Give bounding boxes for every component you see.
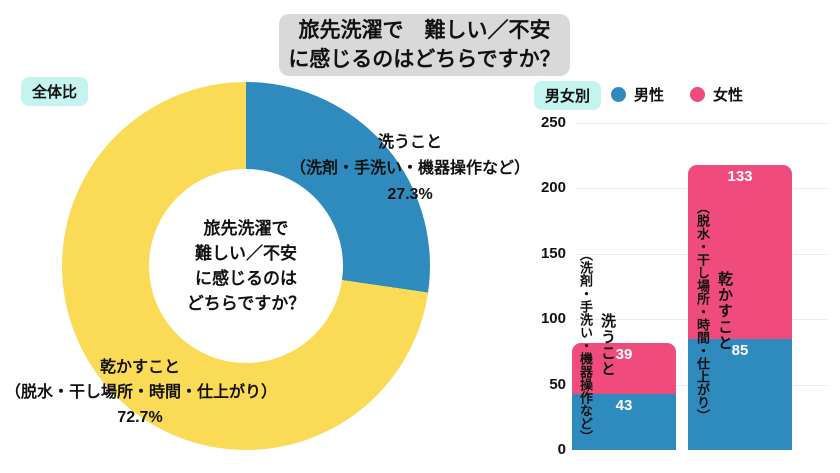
bar-drying-female-segment: 133 (688, 164, 792, 339)
donut-center-line3: に感じるのは (195, 269, 297, 288)
legend: 男性 女性 (611, 84, 743, 105)
y-axis-tick-label: 250 (540, 114, 566, 131)
pie-label-drying: 乾かすこと （脱水・干し場所・時間・仕上がり） 72.7% (5, 355, 278, 430)
bar-drying-male-segment: 85 (688, 338, 792, 450)
pie-label-washing-percent: 27.3% (387, 186, 433, 203)
y-axis-tick-label: 200 (540, 179, 566, 197)
male-legend-dot-icon (611, 87, 626, 102)
donut-center-line1: 旅先洗濯で (203, 219, 289, 238)
pie-label-washing-name: 洗うこと (377, 134, 442, 151)
gridline (575, 123, 828, 124)
bar-drying: 133 85 (688, 164, 792, 450)
donut-center-line4: どちらですか？ (186, 294, 306, 313)
y-axis-tick-label: 100 (540, 310, 566, 328)
legend-item-male: 男性 (611, 84, 664, 105)
overall-section-badge: 全体比 (21, 77, 89, 106)
bar-drying-male-value: 85 (731, 341, 749, 359)
y-axis-tick-label: 150 (540, 244, 566, 262)
bar-drying-female-value: 133 (727, 167, 753, 185)
donut-chart: 旅先洗濯で 難しい／不安 に感じるのは どちらですか？ (62, 82, 430, 450)
page-title: 旅先洗濯で 難しい／不安 に感じるのはどちらですか？ (279, 14, 570, 76)
y-axis-tick-label: 50 (549, 375, 566, 393)
bar-category-drying-detail: （脱水・干し場所・時間・仕上がり） (695, 200, 710, 422)
bar-category-washing-detail: （洗剤・手洗い・機器操作など） (578, 247, 593, 443)
bar-washing-male-value: 43 (615, 396, 633, 414)
female-legend-dot-icon (690, 87, 706, 102)
bar-washing-female-value: 39 (615, 345, 633, 363)
stacked-bar-chart: 39 43 133 85 0 50 100 150 200 250 (541, 114, 832, 458)
page-title-line1: 旅先洗濯で 難しい／不安 (298, 19, 551, 42)
bar-washing-male-segment: 43 (572, 393, 676, 450)
bar-category-washing-name: 洗うこと (599, 313, 616, 377)
bar-category-drying-name: 乾かすこと (716, 271, 733, 351)
bar-washing: 39 43 (572, 342, 676, 450)
pie-label-drying-name: 乾かすこと (99, 359, 180, 376)
donut-center-text: 旅先洗濯で 難しい／不安 に感じるのは どちらですか？ (149, 169, 343, 363)
gender-section-badge: 男女別 (534, 81, 602, 110)
bar-washing-female-segment: 39 (572, 342, 676, 394)
pie-label-drying-percent: 72.7% (117, 409, 163, 426)
y-axis-tick-label: 0 (557, 441, 566, 458)
legend-item-female: 女性 (690, 84, 743, 105)
page-title-line2: に感じるのはどちらですか？ (288, 48, 561, 71)
pie-label-washing-detail: （洗剤・手洗い・機器操作など） (289, 160, 530, 177)
bar-category-label-washing: 洗うこと （洗剤・手洗い・機器操作など） (575, 236, 619, 454)
legend-female-label: 女性 (713, 87, 744, 104)
pie-label-drying-detail: （脱水・干し場所・時間・仕上がり） (5, 384, 278, 401)
bar-category-label-drying: 乾かすこと （脱水・干し場所・時間・仕上がり） (692, 186, 736, 436)
pie-label-washing: 洗うこと （洗剤・手洗い・機器操作など） 27.3% (285, 130, 535, 208)
legend-male-label: 男性 (634, 87, 665, 104)
donut-center-line2: 難しい／不安 (195, 244, 297, 263)
